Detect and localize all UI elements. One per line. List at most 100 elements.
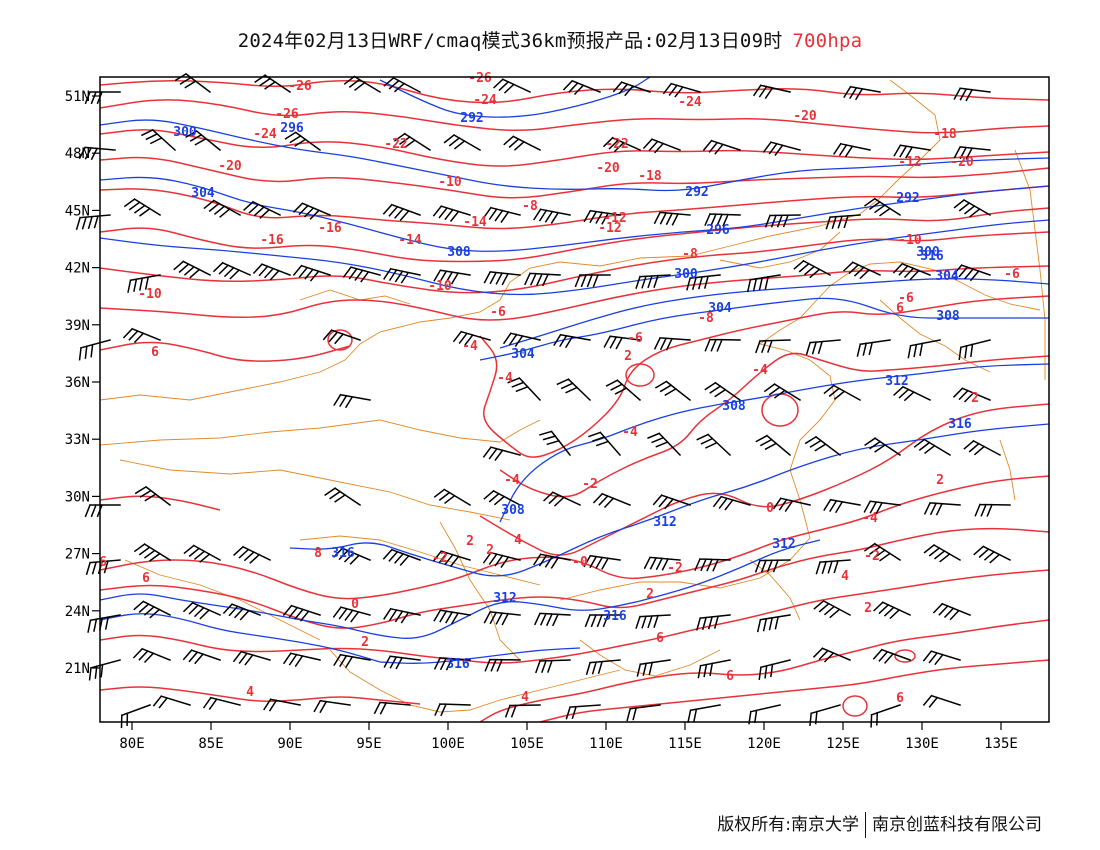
temperature-contour <box>99 265 1050 321</box>
height-label: 304 <box>191 186 215 201</box>
temperature-contour <box>499 352 1050 498</box>
wind-barb <box>183 544 222 563</box>
wind-barb <box>804 435 842 457</box>
temperature-label: 2 <box>936 473 944 488</box>
temperature-contour <box>99 79 1050 104</box>
wind-barb <box>772 497 811 512</box>
temperature-label: -10 <box>138 287 162 302</box>
temperature-label: -2 <box>667 561 683 576</box>
wind-barb <box>752 84 791 99</box>
wind-barb <box>432 205 471 222</box>
lat-label: 30N <box>65 489 90 505</box>
wind-barb <box>393 132 432 152</box>
wind-barb <box>254 74 292 94</box>
temperature-label: -24 <box>678 95 702 110</box>
copyright-notice: 版权所有:南京大学 南京创蓝科技有限公司 <box>717 810 1042 838</box>
lon-label: 95E <box>356 736 381 752</box>
height-label: 308 <box>501 503 525 518</box>
wind-barb <box>823 384 862 402</box>
temperature-label: -8 <box>522 199 538 214</box>
wind-barb <box>662 82 701 98</box>
lon-label: 115E <box>668 736 702 752</box>
temperature-label: 4 <box>521 690 529 705</box>
wind-barb <box>233 545 272 564</box>
wind-barbs <box>75 72 1012 729</box>
temperature-label: -26 <box>468 71 492 86</box>
temperature-contour <box>99 99 1050 134</box>
wind-barb <box>333 653 371 669</box>
temperature-contour <box>99 156 1050 199</box>
temperature-label: -4 <box>462 339 478 354</box>
wind-barb <box>182 649 221 665</box>
wind-barb <box>292 202 331 220</box>
wind-barb <box>222 603 261 621</box>
temperature-label: -10 <box>428 279 452 294</box>
height-label: 304 <box>935 269 959 284</box>
height-label: 296 <box>706 223 730 238</box>
wind-barb <box>484 658 521 672</box>
lon-label: 130E <box>905 736 939 752</box>
border-line <box>99 419 541 446</box>
temperature-label: 2 <box>646 587 654 602</box>
wind-barb <box>562 79 601 96</box>
border-line <box>99 79 941 401</box>
height-labels: 300 296 292 304 292 308 300 292 296 300 304 304 308 3… <box>173 111 972 672</box>
wind-barb <box>432 550 471 567</box>
temperature-contour <box>99 129 1050 167</box>
height-label: 316 <box>331 546 355 561</box>
wind-barb <box>907 339 941 359</box>
wind-barb <box>953 87 991 102</box>
temperature-contour <box>479 619 1050 723</box>
height-label: 312 <box>772 537 795 552</box>
wind-barb <box>872 648 911 664</box>
wind-barb <box>232 650 271 666</box>
lat-label: 39N <box>65 318 90 334</box>
temperature-label: -12 <box>603 211 626 226</box>
temperature-label: 2 <box>971 391 979 406</box>
wind-barb <box>893 385 932 402</box>
wind-barb <box>755 339 791 354</box>
wind-barb <box>87 614 121 633</box>
border-line <box>999 439 1016 501</box>
wind-barb <box>952 387 991 403</box>
height-label: 292 <box>460 111 483 126</box>
temperature-label: -20 <box>793 109 817 124</box>
temperature-label: -6 <box>627 331 643 346</box>
temperature-label: 4 <box>841 569 849 584</box>
wind-barb <box>856 339 891 357</box>
wind-barb <box>704 338 741 352</box>
wind-barb <box>322 329 361 345</box>
wind-barb <box>653 211 691 226</box>
wind-barb <box>434 703 471 717</box>
wind-barb <box>332 606 371 623</box>
wind-barb <box>813 599 852 619</box>
wind-barb <box>493 78 531 94</box>
wind-barb <box>433 656 471 671</box>
temperature-label: -20 <box>950 155 974 170</box>
temperature-label: -24 <box>473 93 497 108</box>
wind-barb <box>642 138 681 154</box>
wind-barb <box>75 214 111 231</box>
lat-label: 42N <box>65 261 90 277</box>
height-contour <box>499 363 1050 523</box>
temperature-label: -22 <box>384 137 407 152</box>
temperature-label: -20 <box>218 159 242 174</box>
wind-barb <box>833 142 871 158</box>
height-contour <box>99 176 1050 252</box>
wind-barb <box>502 332 541 347</box>
wind-barb <box>383 607 421 624</box>
wind-barb <box>333 393 371 409</box>
lon-label: 105E <box>510 736 544 752</box>
wind-barb <box>152 695 191 709</box>
lat-label: 27N <box>65 547 90 563</box>
wind-barb <box>603 335 641 350</box>
wind-barb <box>764 214 801 228</box>
wind-barb <box>932 602 971 621</box>
wind-barb <box>696 614 731 631</box>
temperature-label: 6 <box>99 555 107 570</box>
temperature-contour <box>99 569 1050 664</box>
temperature-label: -8 <box>698 311 714 326</box>
lon-label: 80E <box>119 736 144 752</box>
temperature-label: 2 <box>361 635 369 650</box>
